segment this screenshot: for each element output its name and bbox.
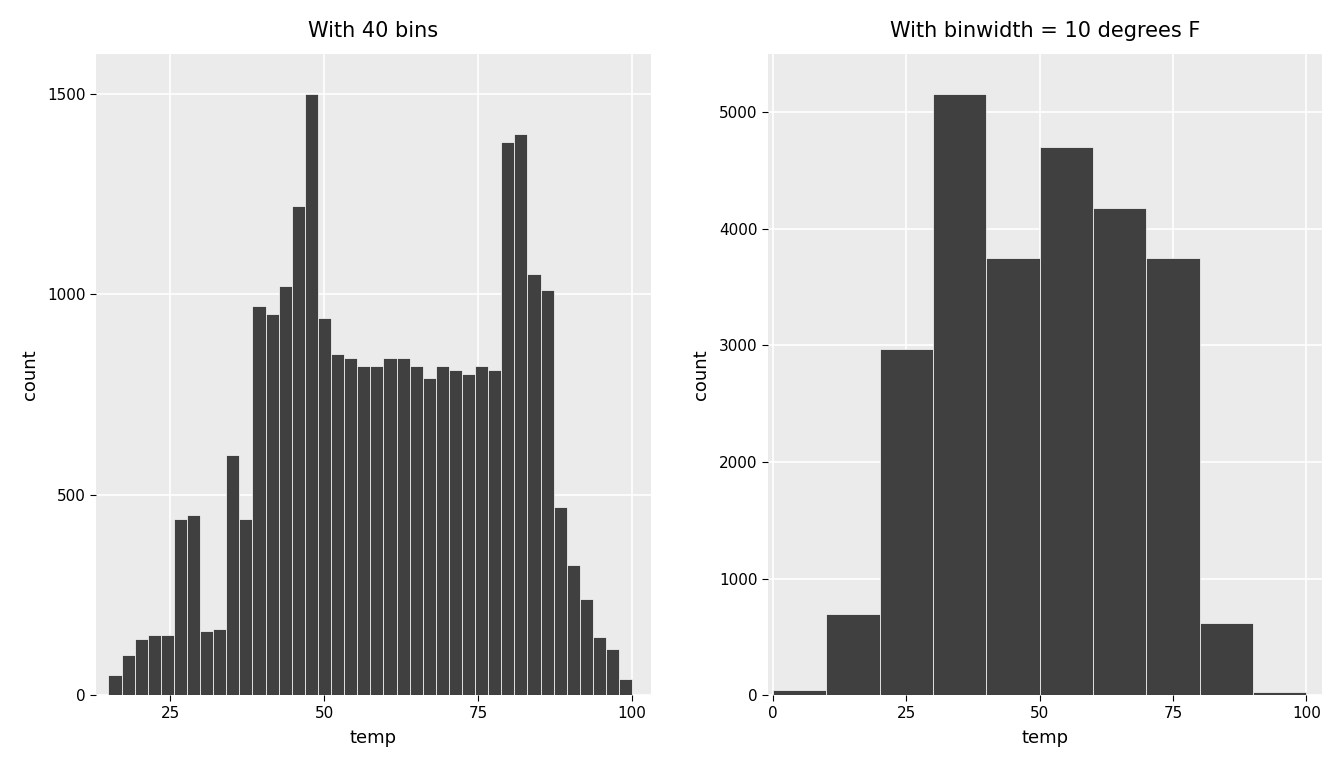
Bar: [1093, 207, 1146, 695]
Bar: [620, 680, 632, 695]
Bar: [383, 359, 396, 695]
Bar: [148, 635, 161, 695]
Bar: [880, 349, 933, 695]
Bar: [773, 690, 827, 695]
Title: With binwidth = 10 degrees F: With binwidth = 10 degrees F: [890, 21, 1200, 41]
Y-axis label: count: count: [692, 349, 711, 400]
Bar: [827, 614, 880, 695]
Bar: [161, 635, 173, 695]
Bar: [253, 306, 266, 695]
Bar: [1200, 623, 1253, 695]
Bar: [933, 94, 986, 695]
Bar: [435, 366, 449, 695]
Bar: [410, 366, 423, 695]
Bar: [1146, 258, 1200, 695]
Bar: [986, 258, 1040, 695]
Bar: [358, 366, 371, 695]
Bar: [527, 274, 540, 695]
Bar: [214, 629, 226, 695]
Bar: [121, 655, 134, 695]
Bar: [579, 599, 593, 695]
Bar: [200, 631, 214, 695]
Bar: [1253, 692, 1306, 695]
Bar: [292, 206, 305, 695]
Bar: [396, 359, 410, 695]
Bar: [278, 286, 292, 695]
Bar: [226, 455, 239, 695]
Title: With 40 bins: With 40 bins: [308, 21, 438, 41]
Bar: [187, 515, 200, 695]
Bar: [515, 134, 527, 695]
Bar: [567, 565, 579, 695]
Bar: [134, 639, 148, 695]
Bar: [344, 359, 358, 695]
Bar: [109, 675, 121, 695]
Bar: [1040, 147, 1093, 695]
X-axis label: temp: temp: [349, 729, 396, 747]
Bar: [449, 370, 462, 695]
Bar: [606, 649, 620, 695]
Bar: [501, 142, 515, 695]
Bar: [540, 290, 554, 695]
Bar: [319, 318, 331, 695]
Bar: [371, 366, 383, 695]
Bar: [331, 354, 344, 695]
Bar: [593, 637, 606, 695]
Bar: [554, 507, 567, 695]
Bar: [462, 375, 474, 695]
Bar: [173, 519, 187, 695]
Bar: [423, 379, 435, 695]
Bar: [266, 314, 278, 695]
Bar: [239, 519, 253, 695]
Bar: [305, 94, 319, 695]
X-axis label: temp: temp: [1021, 729, 1068, 747]
Bar: [474, 366, 488, 695]
Y-axis label: count: count: [22, 349, 39, 400]
Bar: [488, 370, 501, 695]
